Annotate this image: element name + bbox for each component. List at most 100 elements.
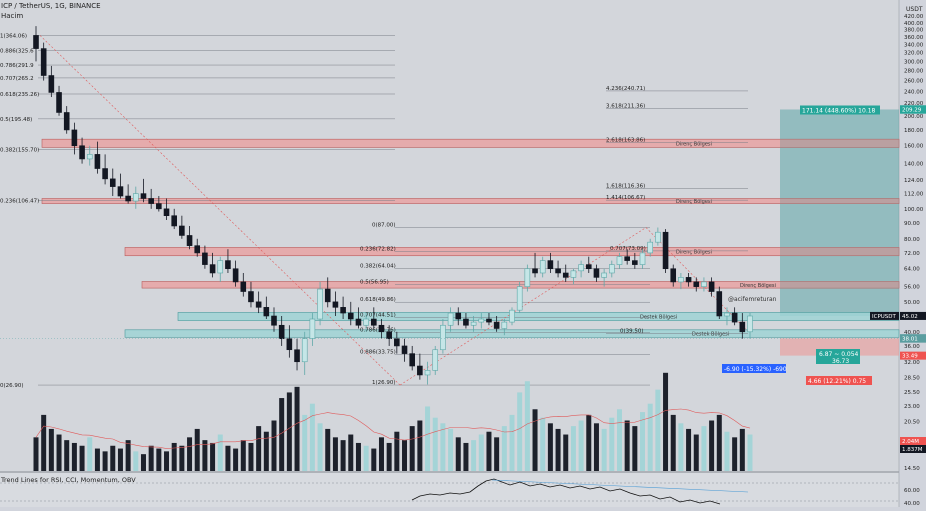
volume-bar — [578, 420, 584, 471]
volume-tag: 2.04M — [902, 439, 919, 445]
volume-bar — [686, 428, 692, 471]
volume-label[interactable]: Hacim — [1, 12, 24, 20]
candle-body — [301, 338, 308, 363]
volume-bar — [340, 440, 346, 471]
candle-body — [470, 321, 477, 326]
volume-bar — [363, 445, 369, 471]
volume-bar — [94, 448, 100, 471]
volume-bar — [233, 448, 239, 471]
volume-bar — [432, 417, 438, 471]
price-axis-tick: 180.00 — [904, 128, 924, 134]
volume-bar — [417, 420, 423, 471]
volume-bar — [79, 445, 85, 471]
volume-bar — [501, 426, 507, 471]
volume-bar — [655, 389, 661, 471]
indicator-title[interactable]: Trend Lines for RSI, CCI, Momentum, OBV — [1, 476, 136, 484]
volume-bar — [747, 434, 753, 471]
zone-label: Direnç Bölgesi — [676, 199, 712, 205]
price-axis-tick: 124.00 — [904, 178, 924, 184]
candle-body — [71, 129, 78, 147]
candle-body — [585, 264, 592, 270]
volume-bar — [463, 442, 469, 471]
fib-level-label: 1(26.90) — [372, 380, 396, 386]
candle-body — [209, 264, 216, 274]
candle-body — [662, 231, 669, 270]
candle-body — [225, 260, 231, 270]
symbol-title[interactable]: ICP / TetherUS, 1G, BINANCE — [1, 2, 101, 10]
candle-body — [509, 309, 515, 323]
price-axis-tick: 420.00 — [904, 14, 924, 20]
candle-body — [432, 349, 439, 371]
fib-level-label: 0.886(325.6 — [0, 48, 34, 54]
volume-bar — [471, 440, 477, 471]
price-tag-box — [900, 311, 926, 320]
volume-bar — [486, 431, 492, 471]
candle-body — [647, 241, 653, 254]
candle-body — [670, 268, 677, 283]
candle-body — [163, 208, 170, 217]
volume-bar — [540, 417, 546, 471]
candle-body — [324, 288, 331, 303]
zone-overlap — [780, 139, 899, 148]
candle-body — [63, 112, 70, 131]
candle-body — [570, 270, 577, 278]
candle-body — [355, 318, 362, 326]
volume-bar — [632, 426, 638, 471]
volume-bar — [570, 426, 576, 471]
candle-body — [547, 260, 554, 270]
zone-label: Destek Bölgesi — [692, 332, 729, 338]
candle-body — [202, 252, 208, 265]
entry-label: 36.73 — [832, 358, 849, 365]
candle-body — [340, 307, 346, 314]
volume-bar — [87, 437, 93, 471]
volume-bar — [640, 412, 646, 471]
volume-bar — [271, 420, 277, 471]
candle-body — [378, 324, 385, 333]
volume-bar — [56, 434, 62, 471]
volume-bar — [240, 440, 246, 471]
candle-body — [133, 193, 139, 202]
volume-bar — [616, 409, 622, 471]
fib-level-label: 0(39.50) — [620, 328, 644, 334]
fib-level-label: 0.786(39.76) — [360, 328, 396, 334]
candle-body — [48, 75, 55, 93]
candle-body — [655, 231, 661, 243]
candle-body — [555, 268, 561, 274]
price-axis-tick: 240.00 — [904, 89, 924, 95]
symbol-tag: ICPUSDT — [872, 314, 897, 320]
candle-body — [33, 35, 39, 49]
price-axis-tick: 100.00 — [904, 207, 924, 213]
candle-body — [186, 235, 193, 246]
volume-bar — [140, 454, 146, 471]
candle-body — [102, 168, 108, 180]
candle-body — [171, 215, 177, 227]
candle-body — [401, 345, 408, 354]
volume-bar — [563, 434, 569, 471]
price-axis-tick: 28.50 — [904, 375, 920, 381]
volume-bar — [547, 423, 553, 471]
volume-bar — [624, 420, 630, 471]
price-axis-tick: 260.00 — [904, 79, 924, 85]
volume-tag-box — [900, 437, 926, 445]
volume-bar — [179, 445, 185, 471]
candle-body — [455, 312, 462, 320]
fib-level-label: 0.707(73.09) — [610, 246, 646, 252]
fib-level-label: 1.618(116.36) — [606, 183, 645, 189]
stop-label-box — [806, 376, 872, 385]
volume-bar — [148, 445, 154, 471]
zone-support — [124, 329, 900, 338]
volume-bar — [187, 437, 193, 471]
volume-bar — [647, 403, 653, 471]
candle-body — [601, 272, 607, 278]
volume-bar — [701, 426, 707, 471]
volume-bar — [425, 406, 431, 471]
candle-body — [578, 264, 584, 272]
rsi-trendline — [491, 479, 749, 493]
price-tag: 209.29 — [902, 108, 922, 114]
candle-body — [693, 281, 700, 287]
price-axis-tick: 20.50 — [904, 420, 920, 426]
zone-label: Direnç Bölgesi — [676, 141, 712, 147]
volume-bar — [194, 428, 200, 471]
volume-bar — [33, 437, 39, 471]
